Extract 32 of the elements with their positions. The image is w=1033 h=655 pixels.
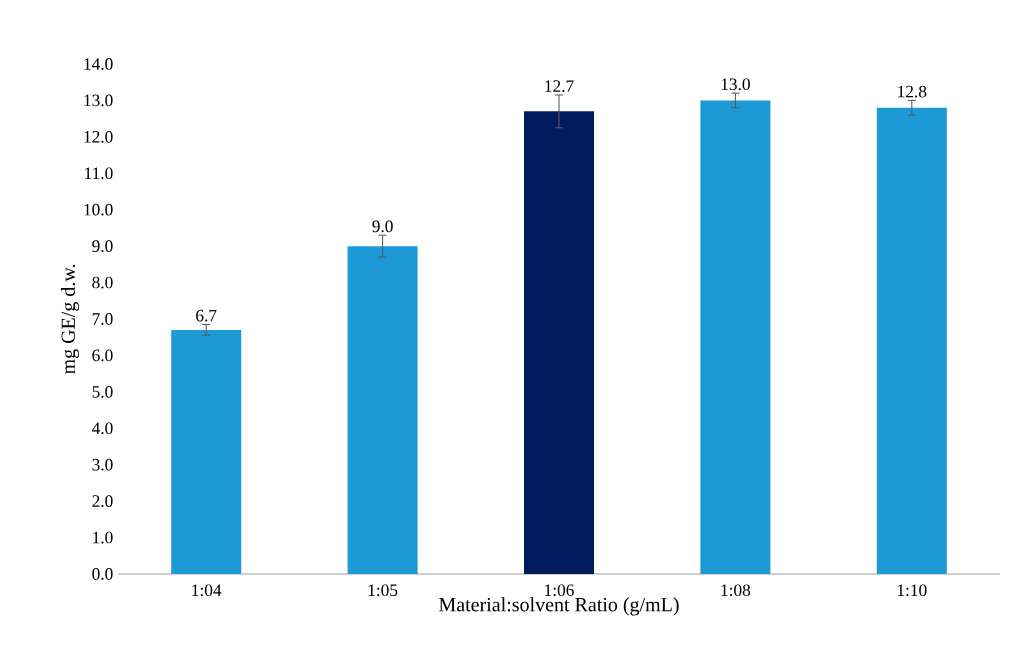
x-tick-label: 1:10 (897, 584, 927, 597)
y-tick-label: 2.0 (92, 495, 113, 508)
y-tick-label: 10.0 (84, 203, 113, 216)
bar (700, 100, 771, 574)
data-label: 12.8 (898, 85, 927, 98)
x-tick-label: 1:08 (721, 584, 751, 597)
y-tick-label: 4.0 (91, 422, 113, 435)
y-tick-label: 7.0 (92, 313, 113, 325)
bar (171, 329, 242, 574)
bar (524, 111, 594, 574)
bar (876, 107, 947, 574)
y-tick-label: 13.0 (84, 94, 113, 107)
y-tick-label: 5.0 (92, 385, 113, 398)
x-tick-label: 1:04 (192, 584, 222, 597)
y-tick-label: 0.0 (92, 568, 113, 580)
bar (347, 246, 418, 574)
y-tick-label: 11.0 (85, 167, 113, 180)
x-axis-title: Material:solvent Ratio (g/mL) (439, 597, 679, 616)
x-tick-label: 1:05 (368, 584, 398, 597)
data-label: 13.0 (721, 78, 750, 91)
x-tick-label: 1:06 (545, 584, 574, 597)
y-tick-label: 12.0 (84, 130, 113, 143)
y-tick-label: 1.0 (93, 531, 113, 544)
data-label: 12.7 (545, 80, 574, 93)
y-tick-label: 8.0 (92, 276, 113, 289)
y-tick-label: 6.0 (92, 349, 113, 362)
y-tick-label: 3.0 (92, 458, 113, 471)
data-label: 6.7 (196, 309, 217, 322)
y-tick-label: 9.0 (92, 240, 113, 253)
y-axis-title: mg GE/g d.w. (60, 264, 80, 375)
y-tick-label: 14.0 (84, 58, 113, 70)
data-label: 9.0 (372, 220, 393, 233)
